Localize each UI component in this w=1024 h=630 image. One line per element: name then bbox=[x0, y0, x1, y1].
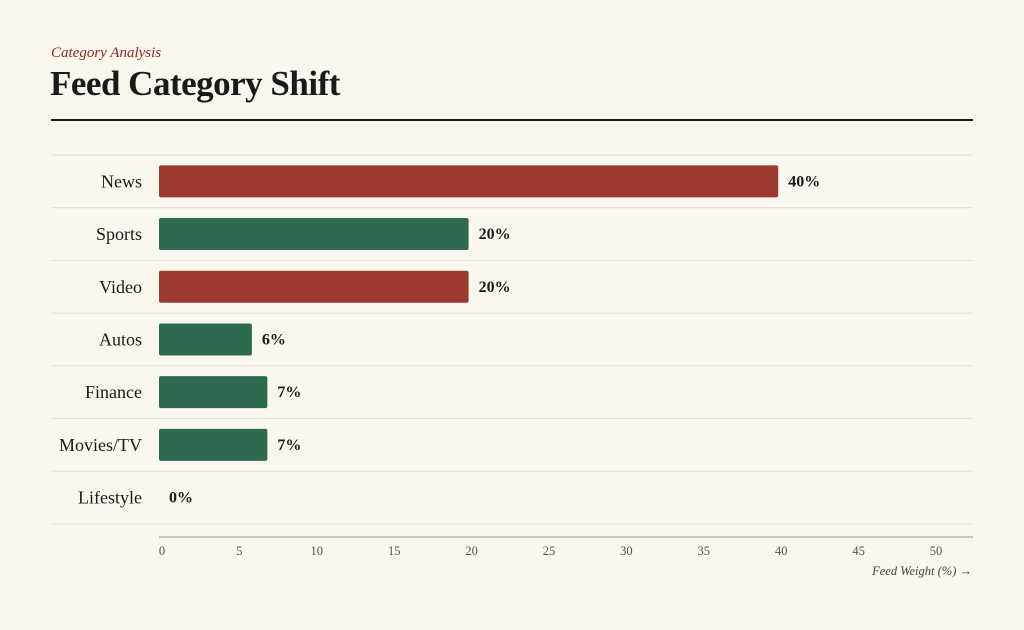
bar bbox=[159, 218, 469, 251]
x-tick-label: 15 bbox=[388, 544, 401, 558]
category-label: Autos bbox=[99, 329, 142, 349]
category-label: Movies/TV bbox=[59, 435, 142, 455]
title-divider bbox=[51, 119, 973, 121]
bar bbox=[159, 165, 779, 198]
x-tick-label: 20 bbox=[465, 544, 478, 558]
x-tick-label: 35 bbox=[698, 544, 711, 558]
value-label: 20% bbox=[479, 226, 511, 243]
x-tick-label: 50 bbox=[930, 544, 943, 558]
bar bbox=[159, 323, 252, 356]
chart-title: Feed Category Shift bbox=[50, 64, 340, 103]
x-tick-label: 25 bbox=[543, 544, 556, 558]
category-label: Sports bbox=[96, 224, 142, 244]
x-tick-label: 45 bbox=[852, 544, 865, 558]
bars: News 40% Sports 20% Video 20% Autos 6% Finance 7%… bbox=[59, 165, 820, 508]
x-tick-label: 5 bbox=[236, 544, 242, 558]
x-tick-label: 0 bbox=[159, 544, 165, 558]
category-label: Lifestyle bbox=[78, 488, 142, 508]
x-tick-label: 10 bbox=[311, 544, 324, 558]
grid-lines bbox=[51, 154, 973, 525]
bar bbox=[159, 376, 268, 409]
value-label: 6% bbox=[262, 331, 286, 348]
value-label: 40% bbox=[788, 173, 820, 190]
category-label: Video bbox=[99, 277, 142, 297]
x-axis: 0 5 10 15 20 25 30 35 40 45 50 Feed Weight (%) → bbox=[159, 536, 973, 578]
category-label: News bbox=[101, 171, 142, 191]
value-label: 0% bbox=[169, 490, 193, 507]
x-tick-label: 40 bbox=[775, 544, 788, 558]
category-label: Finance bbox=[85, 382, 142, 402]
x-tick-label: 30 bbox=[620, 544, 633, 558]
value-label: 20% bbox=[479, 279, 511, 296]
value-label: 7% bbox=[277, 437, 301, 454]
bar bbox=[159, 428, 268, 461]
chart-subtitle: Category Analysis bbox=[51, 45, 162, 61]
value-label: 7% bbox=[277, 384, 301, 401]
bar bbox=[159, 270, 469, 303]
x-axis-title: Feed Weight (%) → bbox=[871, 564, 972, 578]
